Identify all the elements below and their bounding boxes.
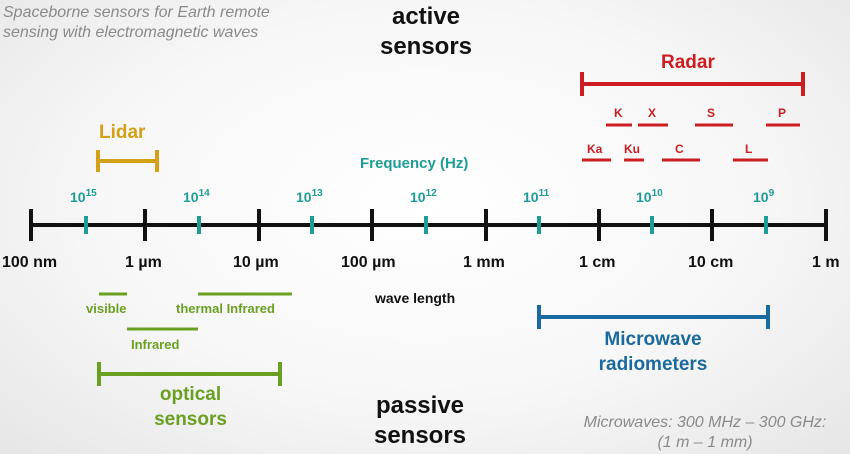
wavelength-label-100nm: 100 nm bbox=[2, 254, 58, 271]
radar-range-bracket bbox=[580, 72, 805, 96]
band-label-c: C bbox=[675, 142, 684, 156]
frequency-label-1e9: 109 bbox=[753, 188, 775, 205]
visible-label: visible bbox=[86, 301, 127, 316]
infrared-label: Infrared bbox=[131, 337, 180, 352]
microwave-line-2: radiometers bbox=[598, 354, 708, 375]
wavelength-title: wave length bbox=[375, 290, 456, 306]
active-line-1: active bbox=[391, 3, 461, 30]
band-label-x: X bbox=[648, 106, 657, 120]
note-line-1: Microwaves: 300 MHz – 300 GHz: bbox=[583, 414, 827, 431]
caption-line-2: sensing with electromagnetic waves bbox=[3, 24, 259, 41]
lidar-label: Lidar bbox=[99, 122, 146, 143]
lidar-range-bracket bbox=[96, 150, 159, 172]
frequency-title: Frequency (Hz) bbox=[360, 155, 469, 172]
wavelength-label-10um: 10 µm bbox=[233, 254, 279, 271]
wavelength-label-1um: 1 µm bbox=[125, 254, 162, 271]
band-label-p: P bbox=[778, 106, 787, 120]
wavelength-tick-marks bbox=[29, 209, 828, 241]
frequency-label-1e11: 1011 bbox=[523, 188, 550, 205]
microwave-range-bracket bbox=[537, 305, 770, 329]
optical-band-lines bbox=[99, 292, 292, 331]
active-sensors-heading: active sensors bbox=[336, 2, 516, 62]
frequency-label-1e14: 1014 bbox=[183, 188, 210, 205]
passive-sensors-heading: passive sensors bbox=[330, 391, 510, 451]
wavelength-label-1cm: 1 cm bbox=[579, 254, 616, 271]
frequency-label-1e15: 1015 bbox=[70, 188, 97, 205]
frequency-label-1e12: 1012 bbox=[410, 188, 437, 205]
optical-sensors-label: optical sensors bbox=[118, 382, 263, 432]
caption-line-1: Spaceborne sensors for Earth remote bbox=[3, 4, 270, 21]
wavelength-label-10cm: 10 cm bbox=[688, 254, 734, 271]
frequency-label-1e13: 1013 bbox=[296, 188, 323, 205]
figure-caption: Spaceborne sensors for Earth remote sens… bbox=[3, 3, 270, 43]
radar-band-lines bbox=[582, 123, 800, 162]
wavelength-label-100um: 100 µm bbox=[341, 254, 396, 271]
frequency-label-1e10: 1010 bbox=[636, 188, 663, 205]
band-label-l: L bbox=[745, 142, 753, 156]
optical-line-2: sensors bbox=[154, 409, 227, 430]
microwave-line-1: Microwave bbox=[604, 329, 702, 350]
wavelength-label-1mm: 1 mm bbox=[463, 254, 505, 271]
thermal-infrared-label: thermal Infrared bbox=[176, 301, 275, 316]
band-label-ku: Ku bbox=[624, 142, 640, 156]
microwave-radiometers-label: Microwave radiometers bbox=[573, 327, 733, 377]
passive-line-2: sensors bbox=[373, 422, 467, 449]
band-label-k: K bbox=[614, 106, 623, 120]
band-label-ka: Ka bbox=[587, 142, 603, 156]
wavelength-label-1m: 1 m bbox=[812, 254, 840, 271]
radar-label: Radar bbox=[661, 52, 715, 73]
passive-line-1: passive bbox=[375, 392, 465, 419]
microwaves-note: Microwaves: 300 MHz – 300 GHz: (1 m – 1 … bbox=[560, 413, 850, 453]
optical-range-bracket bbox=[97, 362, 282, 386]
frequency-tick-marks bbox=[84, 216, 768, 234]
band-label-s: S bbox=[707, 106, 716, 120]
active-line-2: sensors bbox=[379, 33, 473, 60]
optical-line-1: optical bbox=[159, 384, 222, 405]
note-line-2: (1 m – 1 mm) bbox=[657, 434, 753, 451]
